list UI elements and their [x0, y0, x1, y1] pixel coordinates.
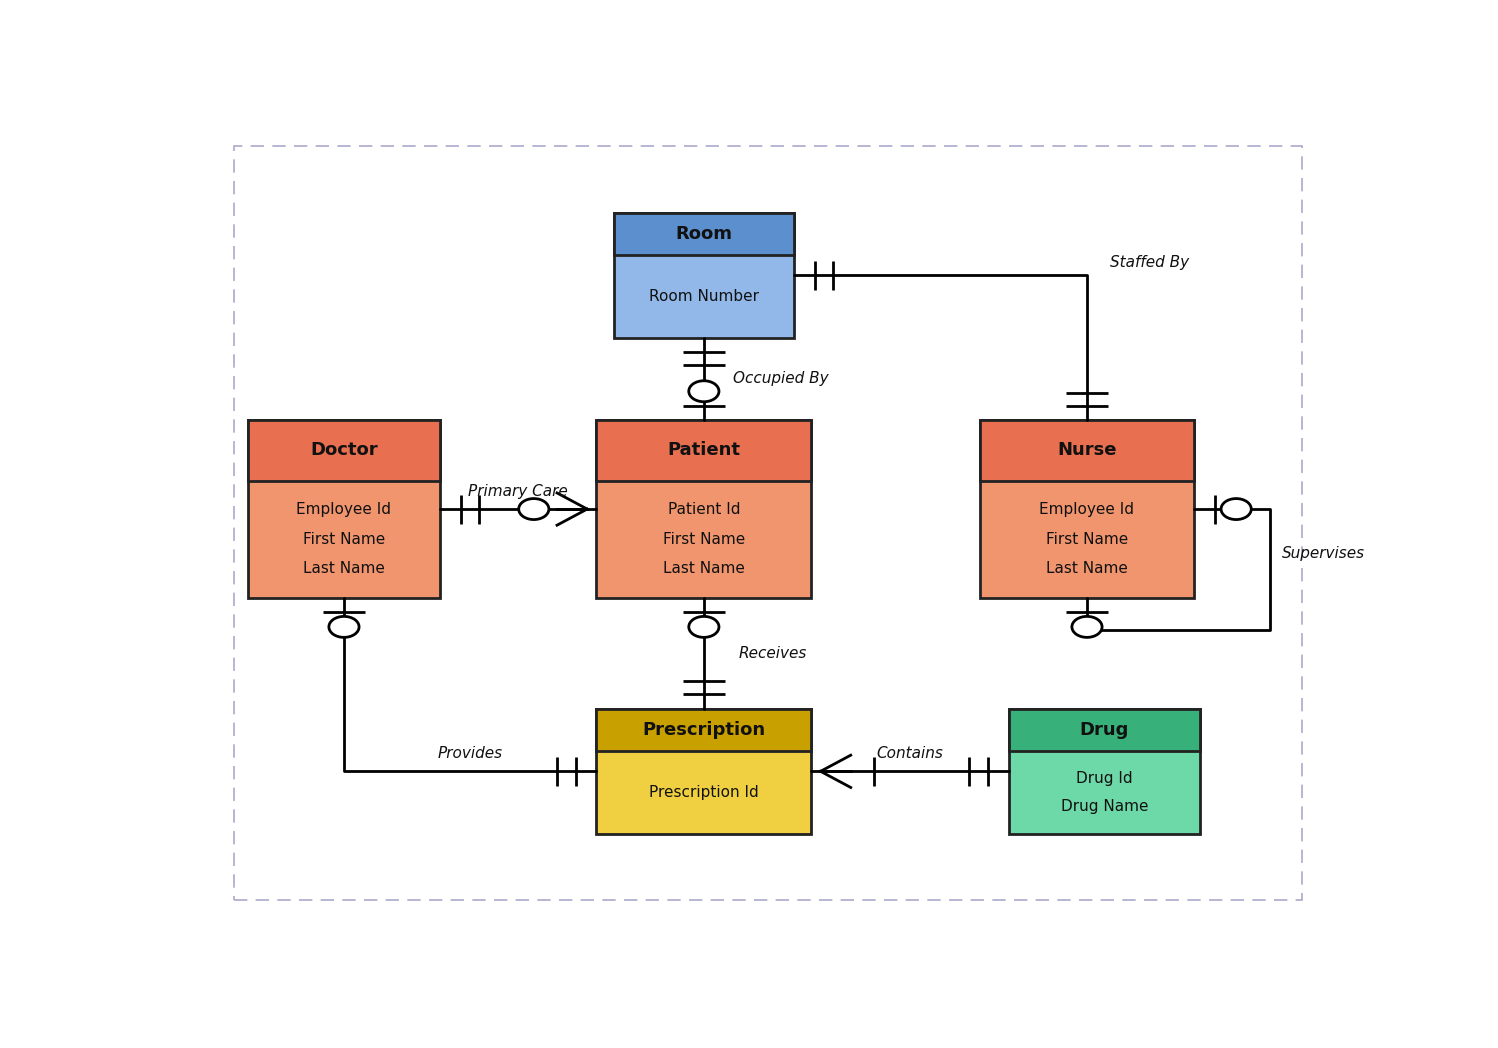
- Bar: [614, 213, 794, 255]
- Text: First Name: First Name: [303, 531, 385, 547]
- Bar: [596, 420, 812, 597]
- Text: Drug Name: Drug Name: [1061, 799, 1147, 814]
- Text: Room Number: Room Number: [649, 289, 759, 304]
- Text: Primary Care: Primary Care: [469, 484, 568, 499]
- Bar: [980, 420, 1194, 597]
- Text: Last Name: Last Name: [664, 561, 745, 576]
- Text: Staffed By: Staffed By: [1110, 256, 1189, 270]
- Text: Contains: Contains: [876, 746, 944, 761]
- Bar: [596, 420, 812, 481]
- Circle shape: [689, 616, 719, 637]
- Bar: [249, 420, 440, 481]
- Circle shape: [1073, 616, 1103, 637]
- Circle shape: [518, 499, 548, 520]
- Text: Prescription: Prescription: [643, 721, 765, 739]
- Text: Supervises: Supervises: [1281, 546, 1365, 561]
- Text: Prescription Id: Prescription Id: [649, 785, 759, 800]
- Circle shape: [1221, 499, 1251, 520]
- Bar: [1008, 708, 1200, 834]
- Text: First Name: First Name: [1046, 531, 1128, 547]
- Text: Provides: Provides: [437, 746, 503, 761]
- Text: Drug: Drug: [1080, 721, 1129, 739]
- Text: Employee Id: Employee Id: [297, 502, 391, 518]
- Text: Patient Id: Patient Id: [668, 502, 740, 518]
- Text: First Name: First Name: [662, 531, 745, 547]
- Bar: [596, 708, 812, 834]
- Text: Patient: Patient: [668, 441, 740, 459]
- Text: Employee Id: Employee Id: [1040, 502, 1134, 518]
- Text: Nurse: Nurse: [1058, 441, 1116, 459]
- Circle shape: [689, 380, 719, 401]
- Text: Last Name: Last Name: [303, 561, 385, 576]
- Text: Last Name: Last Name: [1046, 561, 1128, 576]
- Circle shape: [330, 616, 360, 637]
- Bar: [1008, 708, 1200, 751]
- Bar: [249, 420, 440, 597]
- Text: Drug Id: Drug Id: [1076, 771, 1132, 786]
- Text: Receives: Receives: [739, 646, 807, 661]
- Text: Room: Room: [676, 224, 733, 243]
- Text: Doctor: Doctor: [310, 441, 377, 459]
- Bar: [596, 708, 812, 751]
- Bar: [614, 213, 794, 337]
- Bar: [980, 420, 1194, 481]
- Text: Occupied By: Occupied By: [733, 371, 828, 387]
